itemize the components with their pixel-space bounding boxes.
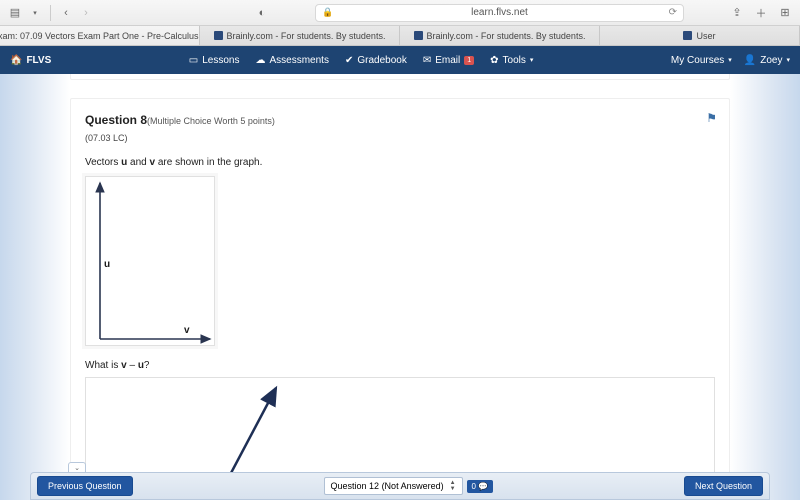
- back-icon[interactable]: ‹: [59, 6, 73, 20]
- nav-label: Email: [435, 55, 460, 66]
- nav-label: Gradebook: [357, 55, 406, 66]
- email-badge: 1: [464, 56, 474, 65]
- nav-label: Lessons: [202, 55, 239, 66]
- browser-toolbar: ▤ ▾ ‹ › ◐ 🔒 learn.flvs.net ⟳ ⇪ ＋ ⊞: [0, 0, 800, 26]
- check-icon: ✔: [345, 55, 353, 66]
- bg-gradient-left: [0, 74, 70, 500]
- flag-icon[interactable]: ⚑: [706, 111, 717, 125]
- comment-count: 0: [472, 482, 476, 491]
- chevron-down-icon: ▾: [786, 56, 790, 64]
- question-prompt: Vectors u and v are shown in the graph.: [85, 157, 715, 168]
- browser-tab[interactable]: Exam: 07.09 Vectors Exam Part One - Pre-…: [0, 26, 200, 45]
- person-icon: 👤: [744, 55, 756, 66]
- question-number: Question 8: [85, 113, 147, 127]
- forward-icon[interactable]: ›: [79, 6, 93, 20]
- bg-gradient-right: [730, 74, 800, 500]
- stepper-icon[interactable]: ▲▼: [450, 480, 456, 492]
- graph-svg: u v: [86, 177, 216, 347]
- tab-label: Exam: 07.09 Vectors Exam Part One - Pre-…: [0, 31, 200, 41]
- home-icon: 🏠: [10, 55, 22, 66]
- url-text: learn.flvs.net: [471, 7, 528, 18]
- tab-label: Brainly.com - For students. By students.: [427, 31, 586, 41]
- nav-tools[interactable]: ✿ Tools ▾: [490, 55, 533, 66]
- speech-bubble-icon: 💬: [478, 482, 488, 491]
- tab-favicon-icon: [414, 31, 423, 40]
- tab-label: User: [696, 31, 715, 41]
- nav-gradebook[interactable]: ✔ Gradebook: [345, 55, 407, 66]
- chevron-down-icon: ▾: [728, 56, 732, 64]
- book-icon: ▭: [189, 55, 198, 66]
- next-question-button[interactable]: Next Question: [684, 476, 763, 496]
- question-code: (07.03 LC): [85, 133, 715, 143]
- brand-label: FLVS: [26, 55, 51, 66]
- nav-label: Tools: [503, 55, 526, 66]
- browser-tab[interactable]: Brainly.com - For students. By students.: [400, 26, 600, 45]
- selector-label: Question 12 (Not Answered): [331, 481, 444, 491]
- vector-graph: u v: [85, 176, 215, 346]
- question-selector[interactable]: Question 12 (Not Answered) ▲▼: [324, 477, 463, 495]
- previous-question-button[interactable]: Previous Question: [37, 476, 133, 496]
- nav-email[interactable]: ✉ Email 1: [423, 55, 474, 66]
- nav-assessments[interactable]: ☁ Assessments: [255, 55, 328, 66]
- nav-my-courses[interactable]: My Courses ▾: [671, 55, 732, 66]
- tab-strip: Exam: 07.09 Vectors Exam Part One - Pre-…: [0, 26, 800, 46]
- browser-tab[interactable]: Brainly.com - For students. By students.: [200, 26, 400, 45]
- nav-label: My Courses: [671, 55, 724, 66]
- nav-label: Assessments: [269, 55, 328, 66]
- envelope-icon: ✉: [423, 55, 431, 66]
- tab-favicon-icon: [683, 31, 692, 40]
- tab-label: Brainly.com - For students. By students.: [227, 31, 386, 41]
- dropdown-icon[interactable]: ▾: [28, 6, 42, 20]
- panel-toggle-handle[interactable]: ⌄: [68, 462, 86, 472]
- question-card: ⚑ Question 8(Multiple Choice Worth 5 poi…: [70, 98, 730, 500]
- comments-button[interactable]: 0 💬: [467, 480, 493, 493]
- tabs-overview-icon[interactable]: ⊞: [778, 6, 792, 20]
- url-bar[interactable]: 🔒 learn.flvs.net ⟳: [315, 4, 684, 22]
- tab-favicon-icon: [214, 31, 223, 40]
- chevron-down-icon: ▾: [530, 56, 534, 64]
- previous-card-edge: [70, 74, 730, 80]
- gear-icon: ✿: [490, 55, 498, 66]
- lock-icon: 🔒: [322, 7, 333, 18]
- cloud-icon: ☁: [255, 55, 265, 66]
- brand[interactable]: 🏠 FLVS: [10, 55, 51, 66]
- shield-icon[interactable]: ◐: [255, 6, 269, 20]
- share-icon[interactable]: ⇪: [730, 6, 744, 20]
- content-column: ⚑ Question 8(Multiple Choice Worth 5 poi…: [70, 74, 730, 500]
- u-label: u: [104, 259, 110, 270]
- new-tab-icon[interactable]: ＋: [754, 6, 768, 20]
- refresh-icon[interactable]: ⟳: [669, 7, 677, 18]
- nav-lessons[interactable]: ▭ Lessons: [189, 55, 240, 66]
- v-label: v: [184, 325, 190, 336]
- nav-label: Zoey: [760, 55, 782, 66]
- nav-user[interactable]: 👤 Zoey ▾: [744, 55, 790, 66]
- bottom-nav-bar: Previous Question Question 12 (Not Answe…: [30, 472, 770, 500]
- app-navbar: 🏠 FLVS ▭ Lessons ☁ Assessments ✔ Gradebo…: [0, 46, 800, 74]
- page-viewport: ⚑ Question 8(Multiple Choice Worth 5 poi…: [0, 74, 800, 500]
- question-what: What is v – u?: [85, 360, 715, 371]
- sidebar-toggle-icon[interactable]: ▤: [8, 6, 22, 20]
- browser-tab[interactable]: User: [600, 26, 800, 45]
- question-worth: (Multiple Choice Worth 5 points): [147, 116, 275, 126]
